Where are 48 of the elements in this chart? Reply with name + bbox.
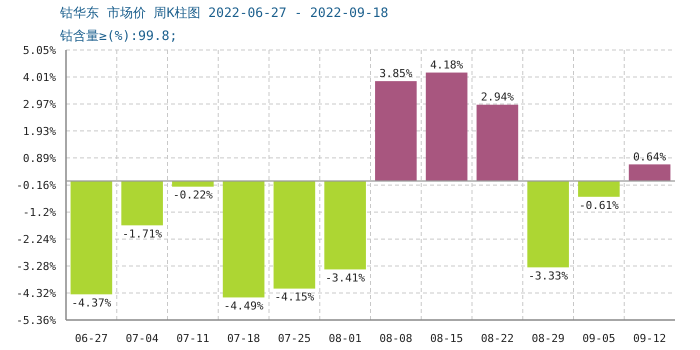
y-tick-label: -5.36% bbox=[16, 314, 56, 327]
data-label: -4.37% bbox=[72, 296, 112, 310]
x-tick-label: 09-05 bbox=[582, 332, 616, 345]
x-tick-label: 09-12 bbox=[633, 332, 666, 345]
data-label: -0.61% bbox=[579, 198, 620, 212]
data-label: -3.33% bbox=[528, 269, 568, 282]
bar bbox=[426, 72, 468, 181]
y-tick-label: -1.2% bbox=[22, 206, 56, 220]
x-tick-label: 08-01 bbox=[328, 332, 362, 345]
y-tick-label: 0.89% bbox=[22, 152, 56, 165]
bar bbox=[222, 180, 264, 298]
bar bbox=[375, 81, 417, 181]
x-tick-label: 07-04 bbox=[126, 332, 160, 345]
data-label: -0.22% bbox=[173, 188, 214, 202]
data-label: 4.18% bbox=[430, 58, 464, 72]
bar bbox=[628, 164, 670, 181]
data-label: -3.41% bbox=[325, 271, 366, 284]
bar bbox=[121, 180, 163, 226]
y-tick-label: 5.05% bbox=[22, 44, 56, 57]
y-tick-label: 4.01% bbox=[22, 70, 56, 84]
data-label: 0.64% bbox=[633, 150, 667, 164]
bar bbox=[527, 180, 569, 268]
bar bbox=[578, 180, 620, 197]
data-label: -4.15% bbox=[274, 290, 315, 304]
x-tick-label: 07-18 bbox=[227, 332, 260, 345]
y-tick-label: -3.28% bbox=[16, 260, 56, 274]
data-label: -4.49% bbox=[224, 299, 264, 312]
bar bbox=[274, 180, 316, 289]
x-tick-label: 08-22 bbox=[480, 332, 514, 345]
bar bbox=[70, 180, 112, 294]
x-tick-label: 08-29 bbox=[532, 332, 565, 345]
y-tick-label: -0.16% bbox=[16, 179, 56, 192]
x-tick-label: 07-11 bbox=[176, 332, 210, 345]
bar bbox=[476, 104, 518, 181]
chart-title: 钴华东 市场价 周K柱图 2022-06-27 - 2022-09-18 bbox=[59, 6, 388, 21]
data-label: 3.85% bbox=[379, 67, 413, 80]
y-tick-label: 2.97% bbox=[22, 98, 56, 111]
bar bbox=[324, 180, 366, 270]
y-tick-label: -2.24% bbox=[16, 233, 56, 246]
x-tick-label: 06-27 bbox=[74, 332, 108, 345]
x-tick-label: 08-15 bbox=[430, 332, 464, 345]
y-tick-label: -4.32% bbox=[16, 287, 56, 300]
chart-subtitle: 钴含量≥(%):99.8; bbox=[59, 29, 178, 44]
y-tick-label: 1.93% bbox=[22, 124, 56, 138]
x-tick-label: 08-08 bbox=[379, 332, 412, 345]
data-label: -1.71% bbox=[122, 227, 162, 240]
data-label: 2.94% bbox=[480, 90, 514, 104]
x-tick-label: 07-25 bbox=[278, 332, 311, 345]
